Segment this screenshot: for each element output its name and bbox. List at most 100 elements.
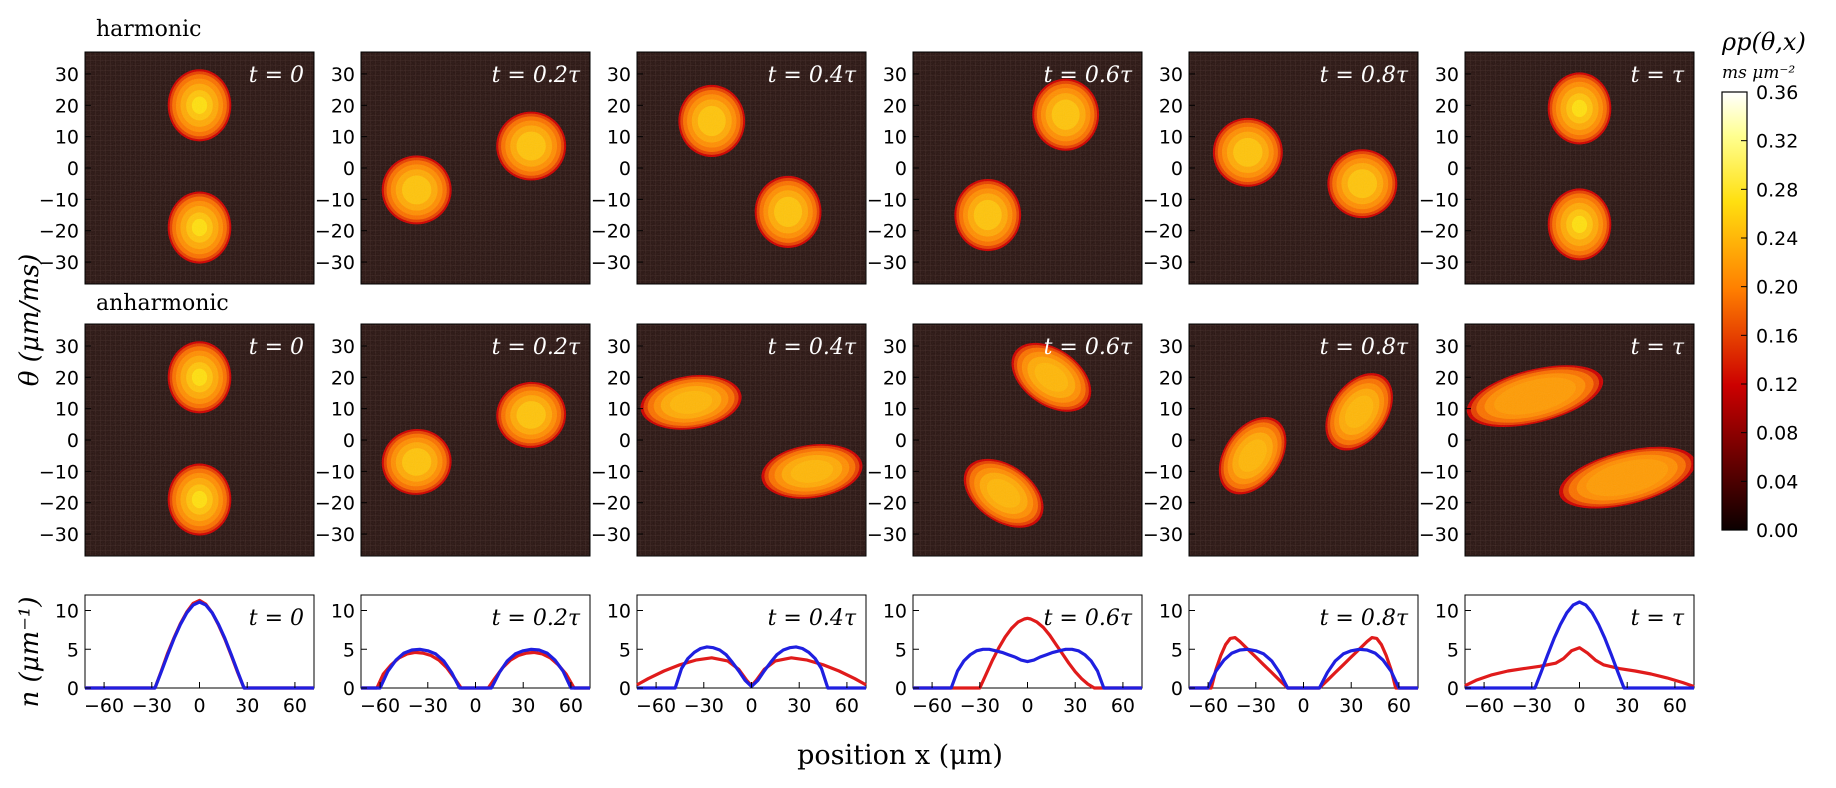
density-panel-0: 0 5 10 −60 −30 0 30 60 t = 0 [55, 594, 315, 717]
y-tick-label: 20 [607, 367, 631, 389]
x-tick-label: −30 [1512, 695, 1552, 717]
y-tick-label: 0 [343, 678, 355, 700]
y-tick-label: 30 [607, 336, 631, 358]
y-tick-label: 10 [883, 399, 907, 421]
colorbar-label: ρp(θ,x) [1721, 28, 1806, 56]
time-label: t = τ [1631, 63, 1685, 88]
y-tick-label: 0 [67, 678, 79, 700]
y-tick-label: 10 [1159, 127, 1183, 149]
y-tick-label: 10 [331, 399, 355, 421]
y-tick-label: 30 [607, 64, 631, 86]
x-tick-label: −60 [1188, 695, 1228, 717]
density-panel-3: 0 5 10 −60 −30 0 30 60 t = 0.6τ [883, 594, 1143, 717]
x-tick-label: 30 [235, 695, 259, 717]
heatmap-noise [1465, 52, 1694, 284]
x-tick-label: 30 [1339, 695, 1363, 717]
heatmap-harmonic-5: 30 20 10 0 −10 −20 −30 t = τ [1419, 51, 1695, 285]
heatmap-noise [361, 52, 590, 284]
x-tick-label: 60 [559, 695, 583, 717]
x-tick-label: −30 [960, 695, 1000, 717]
x-tick-label: 0 [1021, 695, 1033, 717]
y-tick-label: 0 [1447, 158, 1459, 180]
colorbar-tick-label: 0.32 [1756, 131, 1798, 153]
time-label: t = 0 [249, 63, 304, 88]
y-tick-label: 0 [1447, 678, 1459, 700]
colorbar-tick-label: 0.00 [1756, 520, 1798, 542]
y-tick-label: 5 [343, 639, 355, 661]
x-tick-label: 30 [1063, 695, 1087, 717]
y-tick-label: 0 [343, 430, 355, 452]
y-tick-label: 0 [895, 430, 907, 452]
density-line-harmonic [913, 647, 1142, 690]
density-line-harmonic [85, 600, 314, 690]
y-axis-label-density: n (μm⁻¹) [15, 597, 45, 708]
heatmap-noise [1189, 52, 1418, 284]
row-label-anharmonic: anharmonic [96, 291, 229, 316]
y-tick-label: 10 [55, 399, 79, 421]
y-tick-label: −30 [867, 524, 907, 546]
density-line-harmonic [1465, 600, 1694, 690]
time-label: t = 0.6τ [1044, 606, 1133, 631]
x-tick-label: −60 [84, 695, 124, 717]
colorbar-tick-label: 0.28 [1756, 179, 1798, 201]
time-label: t = 0.4τ [768, 63, 857, 88]
y-tick-label: −20 [1143, 221, 1183, 243]
y-tick-label: −30 [39, 252, 79, 274]
x-tick-label: −60 [1464, 695, 1504, 717]
x-tick-label: −30 [408, 695, 448, 717]
heatmap-noise [637, 324, 866, 556]
y-tick-label: −30 [39, 524, 79, 546]
y-tick-label: 20 [1159, 95, 1183, 117]
time-label: t = 0.4τ [768, 335, 857, 360]
density-frame [912, 594, 1143, 689]
y-tick-label: 30 [331, 64, 355, 86]
y-tick-label: 5 [619, 639, 631, 661]
heatmap-anharmonic-0: 30 20 10 0 −10 −20 −30 t = 0 [39, 323, 315, 557]
y-tick-label: −30 [591, 252, 631, 274]
time-label: t = τ [1631, 606, 1685, 631]
y-tick-label: 0 [619, 430, 631, 452]
x-tick-label: −60 [636, 695, 676, 717]
y-tick-label: 0 [1171, 678, 1183, 700]
y-tick-label: −20 [867, 493, 907, 515]
time-label: t = 0.4τ [768, 606, 857, 631]
time-label: t = τ [1631, 335, 1685, 360]
x-tick-label: −60 [912, 695, 952, 717]
y-tick-label: −20 [39, 221, 79, 243]
x-tick-label: 0 [1573, 695, 1585, 717]
y-tick-label: 30 [1159, 336, 1183, 358]
x-tick-label: −30 [1236, 695, 1276, 717]
x-tick-label: 0 [193, 695, 205, 717]
y-tick-label: 10 [331, 127, 355, 149]
y-tick-label: 20 [331, 95, 355, 117]
heatmap-noise [1465, 324, 1694, 556]
heatmap-noise [361, 324, 590, 556]
y-tick-label: 10 [1435, 601, 1459, 623]
y-tick-label: 0 [1447, 430, 1459, 452]
colorbar: 0.00 0.04 0.08 0.12 0.16 0.20 0.24 0.28 0.32 0.36 [1721, 82, 1798, 542]
y-tick-label: −20 [315, 221, 355, 243]
y-tick-label: 10 [55, 127, 79, 149]
y-tick-label: −10 [1143, 461, 1183, 483]
y-tick-label: 0 [619, 158, 631, 180]
y-tick-label: 0 [895, 678, 907, 700]
y-tick-label: 20 [1435, 95, 1459, 117]
x-tick-label: 30 [511, 695, 535, 717]
x-tick-label: 60 [1387, 695, 1411, 717]
y-tick-label: 10 [883, 127, 907, 149]
y-tick-label: 20 [55, 95, 79, 117]
y-tick-label: 10 [55, 601, 79, 623]
y-tick-label: 5 [67, 639, 79, 661]
y-tick-label: 30 [1435, 336, 1459, 358]
time-label: t = 0.6τ [1044, 63, 1133, 88]
heatmap-anharmonic-1: 30 20 10 0 −10 −20 −30 t = 0.2τ [315, 323, 591, 557]
y-tick-label: −20 [867, 221, 907, 243]
y-tick-label: 10 [331, 601, 355, 623]
heatmap-noise [913, 52, 1142, 284]
y-tick-label: 10 [1435, 127, 1459, 149]
time-label: t = 0 [249, 606, 304, 631]
y-tick-label: 10 [1159, 601, 1183, 623]
density-panel-1: 0 5 10 −60 −30 0 30 60 t = 0.2τ [331, 594, 591, 717]
y-tick-label: 20 [607, 95, 631, 117]
heatmap-anharmonic-3: 30 20 10 0 −10 −20 −30 t = 0.6τ [867, 323, 1143, 557]
